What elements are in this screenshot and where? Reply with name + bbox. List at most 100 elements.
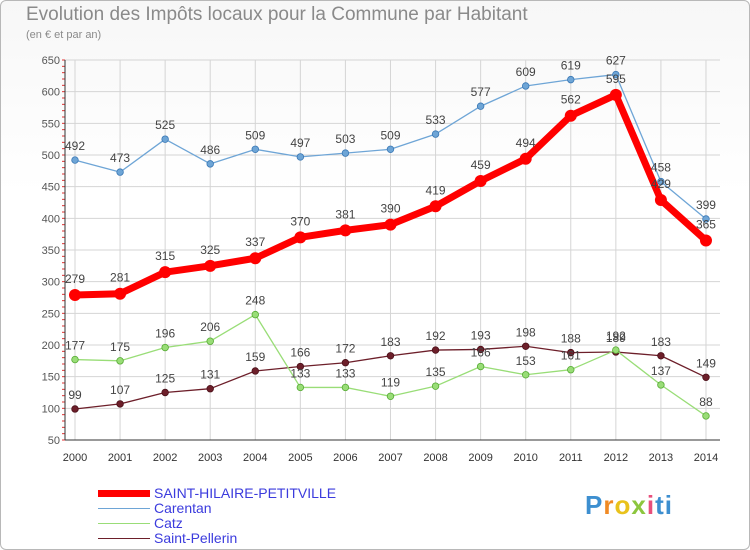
x-tick-label: 2012 <box>604 452 628 464</box>
data-point <box>657 352 665 360</box>
data-point <box>386 352 395 360</box>
y-tick-label: 300 <box>42 277 60 289</box>
data-label: 459 <box>471 158 491 172</box>
data-label: 193 <box>471 328 491 342</box>
data-label: 88 <box>699 395 713 409</box>
data-label: 577 <box>471 85 491 99</box>
data-point <box>341 149 350 157</box>
data-label: 166 <box>290 346 310 360</box>
data-label: 619 <box>561 59 581 73</box>
data-point <box>71 405 79 413</box>
data-point <box>476 102 485 110</box>
y-tick-label: 650 <box>42 55 60 67</box>
data-label: 99 <box>68 388 82 402</box>
data-label: 189 <box>606 331 626 345</box>
data-point <box>159 266 172 279</box>
legend-item: Catz <box>98 516 336 531</box>
data-label: 419 <box>426 183 446 197</box>
data-point <box>114 287 127 300</box>
data-point <box>431 346 440 354</box>
data-point <box>431 382 440 390</box>
data-point <box>206 337 214 345</box>
legend-label: SAINT-HILAIRE-PETITVILLE <box>154 485 337 501</box>
data-point <box>161 388 169 397</box>
data-label: 188 <box>561 332 581 346</box>
y-tick-label: 200 <box>42 340 60 352</box>
data-label: 248 <box>245 294 265 308</box>
data-point <box>116 168 124 176</box>
data-point <box>522 82 530 90</box>
data-point <box>294 231 307 244</box>
data-label: 390 <box>380 202 400 216</box>
logo-letter: x <box>631 490 647 520</box>
data-label: 281 <box>110 271 130 285</box>
data-label: 133 <box>335 366 355 380</box>
data-point <box>476 345 485 354</box>
data-label: 562 <box>561 93 581 107</box>
data-point <box>564 109 577 122</box>
legend-label: Catz <box>154 515 183 531</box>
data-label: 149 <box>696 356 716 370</box>
legend-label: Carentan <box>154 500 212 516</box>
data-point <box>71 156 79 164</box>
data-point <box>612 346 620 354</box>
y-tick-label: 400 <box>42 213 60 225</box>
data-point <box>116 400 124 408</box>
data-label: 119 <box>381 375 400 389</box>
data-label: 159 <box>245 350 265 364</box>
data-label: 192 <box>606 329 626 343</box>
legend-label: Saint-Pellerin <box>154 530 238 546</box>
data-point <box>341 359 350 367</box>
data-label: 131 <box>200 368 220 382</box>
data-point <box>519 152 532 165</box>
legend-swatch <box>98 507 150 510</box>
x-tick-label: 2007 <box>378 452 402 464</box>
legend-item: SAINT-HILAIRE-PETITVILLE <box>98 486 336 501</box>
x-tick-label: 2008 <box>423 452 447 464</box>
data-label: 206 <box>200 320 220 334</box>
data-label: 315 <box>155 249 175 263</box>
data-point <box>474 174 487 187</box>
data-label: 198 <box>516 325 536 339</box>
chart-legend: SAINT-HILAIRE-PETITVILLE Carentan Catz Sain… <box>98 486 336 546</box>
data-point <box>296 383 305 392</box>
y-tick-label: 450 <box>42 182 60 194</box>
y-tick-label: 150 <box>42 372 60 384</box>
logo-letter: P <box>585 490 604 520</box>
data-point <box>654 193 667 206</box>
chart-title: Evolution des Impôts locaux pour la Comm… <box>26 4 528 25</box>
x-tick-label: 2000 <box>63 452 87 464</box>
logo-letter: ti <box>655 490 673 520</box>
data-point <box>296 153 305 161</box>
legend-item: Carentan <box>98 501 336 516</box>
data-label: 473 <box>110 151 130 165</box>
data-label: 365 <box>696 218 716 232</box>
data-label: 525 <box>155 118 175 132</box>
data-point <box>161 343 169 352</box>
data-point <box>657 381 665 389</box>
data-point <box>206 385 214 393</box>
data-point <box>386 392 395 400</box>
data-point <box>251 145 259 153</box>
data-label: 153 <box>516 354 536 368</box>
data-point <box>71 355 79 364</box>
data-label: 166 <box>471 346 491 360</box>
data-label: 133 <box>290 366 310 380</box>
data-label: 533 <box>426 113 446 127</box>
data-point <box>657 177 665 186</box>
data-label: 279 <box>65 272 85 286</box>
data-label: 399 <box>696 198 716 212</box>
chart-subtitle: (en € et par an) <box>26 29 102 41</box>
data-point <box>249 252 262 265</box>
x-tick-label: 2010 <box>513 452 537 464</box>
data-point <box>609 88 622 101</box>
x-tick-label: 2014 <box>694 452 718 464</box>
x-tick-label: 2005 <box>288 452 312 464</box>
y-tick-label: 500 <box>42 150 60 162</box>
data-point <box>567 348 575 357</box>
data-point <box>161 135 169 143</box>
data-label: 486 <box>200 143 220 157</box>
data-label: 503 <box>335 132 355 146</box>
data-label: 627 <box>606 54 626 68</box>
